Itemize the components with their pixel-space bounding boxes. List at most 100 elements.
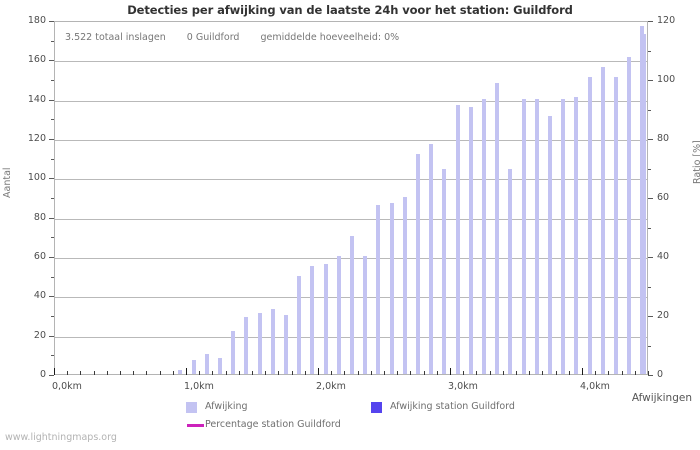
bar bbox=[442, 169, 447, 374]
bar bbox=[244, 316, 249, 374]
y-axis-tick-label: 40 bbox=[33, 290, 46, 302]
x-axis-tick bbox=[582, 368, 583, 375]
annotation-station-count: 0 Guildford bbox=[186, 32, 240, 43]
bar bbox=[323, 263, 328, 374]
y-axis-tick-label: 160 bbox=[27, 54, 46, 66]
y-axis-tick-label: 60 bbox=[33, 251, 46, 262]
y-axis-minor-tick bbox=[51, 80, 54, 81]
y-axis-tick bbox=[49, 21, 54, 22]
x-axis-minor-tick bbox=[212, 371, 214, 375]
y-axis-right-tick-label: 40 bbox=[657, 251, 670, 262]
gridline bbox=[55, 179, 647, 181]
x-axis-minor-tick bbox=[133, 371, 135, 375]
x-axis-tick bbox=[318, 368, 319, 375]
x-axis-minor-tick bbox=[159, 371, 161, 375]
watermark: www.lightningmaps.org bbox=[5, 432, 117, 443]
x-axis-minor-tick bbox=[463, 371, 465, 375]
y-axis-left-title: Aantal bbox=[2, 167, 13, 198]
x-axis-minor-tick bbox=[278, 371, 280, 375]
bar bbox=[191, 360, 196, 374]
y-axis-right-minor-tick bbox=[648, 345, 651, 347]
x-axis-tick-label: 1,0km bbox=[184, 381, 214, 392]
x-axis-minor-tick bbox=[555, 371, 557, 375]
bar bbox=[614, 77, 618, 374]
x-axis-tick bbox=[54, 368, 55, 375]
gridline bbox=[55, 100, 647, 102]
x-axis-minor-tick bbox=[357, 371, 359, 375]
x-axis-minor-tick bbox=[634, 371, 636, 375]
bar bbox=[468, 106, 473, 374]
x-axis-minor-tick bbox=[529, 371, 531, 375]
x-axis-minor-tick bbox=[344, 371, 346, 375]
legend-line-marker bbox=[187, 424, 204, 427]
y-axis-tick-label: 120 bbox=[27, 133, 46, 144]
bar bbox=[336, 256, 341, 374]
bar bbox=[508, 169, 513, 374]
bar bbox=[350, 236, 354, 374]
y-axis-minor-tick bbox=[51, 40, 54, 42]
y-axis-tick bbox=[49, 60, 54, 62]
y-axis-tick bbox=[49, 139, 54, 140]
x-axis-minor-tick bbox=[238, 371, 240, 375]
y-axis-right-tick bbox=[648, 80, 653, 81]
x-axis-tick bbox=[186, 368, 187, 375]
y-axis-right-tick-label: 100 bbox=[657, 74, 676, 85]
legend-label: Percentage station Guildford bbox=[205, 419, 341, 430]
bar bbox=[534, 98, 539, 374]
bar bbox=[521, 98, 526, 374]
gridline bbox=[55, 140, 647, 141]
bar bbox=[178, 370, 183, 374]
y-axis-tick bbox=[49, 375, 54, 376]
x-axis-minor-tick bbox=[265, 371, 267, 375]
y-axis-right-tick bbox=[648, 21, 653, 22]
y-axis-tick-label: 0 bbox=[39, 369, 46, 380]
x-axis-minor-tick bbox=[370, 371, 372, 375]
bar bbox=[231, 330, 236, 374]
y-axis-tick-label: 180 bbox=[27, 15, 46, 26]
y-axis-right-tick-label: 0 bbox=[657, 369, 664, 380]
annotation-total-strikes: 3.522 totaal inslagen bbox=[65, 32, 166, 43]
x-axis-minor-tick bbox=[621, 371, 623, 375]
y-axis-right-minor-tick bbox=[648, 50, 651, 52]
legend-item[interactable]: Afwijking bbox=[0, 401, 700, 415]
x-axis-minor-tick bbox=[172, 371, 174, 375]
x-axis-minor-tick bbox=[397, 371, 399, 375]
x-axis-minor-tick bbox=[489, 371, 491, 375]
bar bbox=[627, 57, 632, 374]
y-axis-right-tick bbox=[648, 316, 653, 317]
y-axis-right-tick-label: 60 bbox=[657, 192, 670, 203]
legend-item[interactable]: Afwijking station Guildford bbox=[0, 401, 700, 415]
x-axis-tick bbox=[450, 368, 451, 375]
bar bbox=[455, 104, 460, 374]
x-axis-minor-tick bbox=[199, 371, 201, 375]
legend-label: Afwijking bbox=[205, 401, 248, 412]
gridline bbox=[55, 61, 647, 63]
x-axis-minor-tick bbox=[423, 371, 425, 375]
y-axis-right-tick-label: 120 bbox=[657, 15, 676, 26]
y-axis-tick-label: 80 bbox=[33, 211, 46, 223]
x-axis-minor-tick bbox=[146, 371, 148, 375]
x-axis-minor-tick bbox=[436, 371, 438, 375]
x-axis-minor-tick bbox=[252, 371, 253, 375]
legend-color-swatch bbox=[371, 402, 382, 413]
y-axis-tick-label: 140 bbox=[27, 93, 46, 105]
bar bbox=[218, 358, 222, 374]
x-axis-minor-tick bbox=[291, 371, 293, 375]
y-axis-right-minor-tick bbox=[648, 109, 651, 111]
plot-area: 3.522 totaal inslagen 0 Guildford gemidd… bbox=[54, 21, 648, 375]
chart-annotation: 3.522 totaal inslagen 0 Guildford gemidd… bbox=[65, 32, 399, 43]
legend-label: Afwijking station Guildford bbox=[390, 401, 515, 412]
x-axis-minor-tick bbox=[516, 371, 517, 375]
bar bbox=[574, 96, 579, 374]
chart-legend: Afwijking Afwijking station Guildford Perc… bbox=[0, 392, 700, 432]
gridline bbox=[55, 218, 647, 220]
x-axis-minor-tick bbox=[80, 371, 82, 375]
bar bbox=[270, 309, 275, 374]
x-axis-minor-tick bbox=[67, 371, 69, 375]
y-axis-minor-tick bbox=[51, 198, 54, 199]
x-axis-minor-tick bbox=[648, 371, 649, 375]
y-axis-tick bbox=[49, 296, 54, 298]
x-axis-minor-tick bbox=[106, 371, 108, 375]
legend-item[interactable]: Percentage station Guildford bbox=[0, 419, 700, 433]
